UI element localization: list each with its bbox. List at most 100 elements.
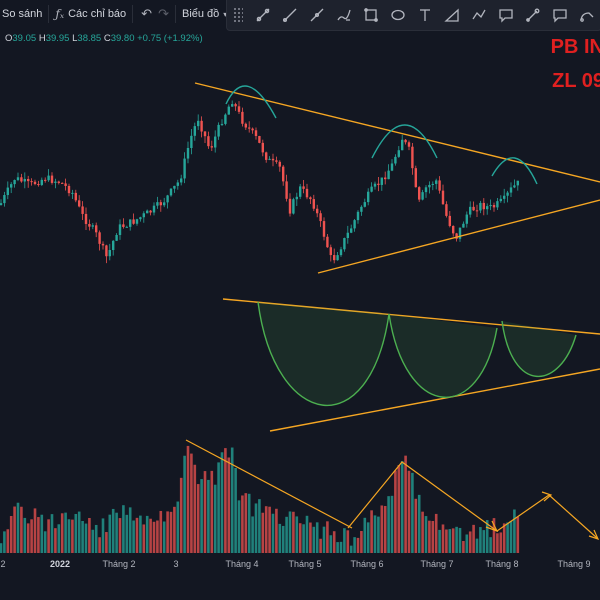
- path-arrow-icon[interactable]: [573, 2, 600, 28]
- candle-body: [333, 255, 336, 261]
- volume-bar: [173, 506, 176, 553]
- note-icon[interactable]: [546, 2, 573, 28]
- volume-bar: [3, 531, 6, 553]
- candle-body: [37, 184, 40, 186]
- candle-body: [475, 210, 479, 212]
- candle-body: [268, 158, 271, 160]
- volume-bar: [499, 532, 503, 553]
- ray-icon[interactable]: [303, 2, 330, 28]
- head-arc-middle[interactable]: [371, 124, 438, 159]
- candle-body: [370, 186, 373, 192]
- cups-upper-trendline[interactable]: [222, 298, 600, 335]
- indicators-button[interactable]: ƒₓ Các chỉ báo: [49, 0, 132, 28]
- volume-arrowhead-2[interactable]: [588, 529, 600, 540]
- x-axis-label: 2: [0, 559, 6, 569]
- volume-bar: [16, 502, 20, 553]
- candle-body: [448, 215, 451, 226]
- head-arc-left[interactable]: [225, 85, 277, 119]
- volume-bar: [230, 447, 234, 553]
- candle-body: [492, 205, 496, 208]
- volume-zigzag-arrow[interactable]: [347, 461, 550, 532]
- volume-bar: [387, 496, 390, 553]
- volume-down-trendline[interactable]: [185, 439, 353, 529]
- cup-shape-3[interactable]: [501, 320, 577, 378]
- volume-bar: [349, 545, 353, 553]
- candle-body: [356, 211, 360, 221]
- time-axis[interactable]: 2 2022 Tháng 2 3 Tháng 4 Tháng 5 Tháng 6…: [0, 554, 600, 574]
- volume-bar: [23, 517, 27, 553]
- volume-bar: [479, 527, 482, 553]
- volume-bar: [20, 506, 23, 553]
- overlay-text-line-1[interactable]: PB IN: [550, 36, 600, 58]
- x-axis-label: Tháng 2: [102, 559, 136, 569]
- volume-bar: [227, 457, 231, 553]
- candle-body: [346, 232, 349, 239]
- volume-bar: [210, 470, 214, 553]
- volume-bar: [200, 479, 203, 553]
- candle-body: [190, 135, 193, 148]
- compare-button[interactable]: So sánh: [0, 0, 48, 28]
- volume-bar: [264, 506, 268, 553]
- candle-body: [16, 177, 20, 180]
- triangle-upper-trendline[interactable]: [194, 82, 600, 183]
- candle-body: [373, 183, 377, 187]
- volume-bar: [234, 467, 237, 553]
- trend-line-icon[interactable]: [276, 2, 303, 28]
- candle-body: [84, 213, 88, 224]
- cup-shape-2[interactable]: [388, 313, 498, 398]
- volume-bar: [74, 513, 78, 553]
- volume-bar: [343, 528, 346, 553]
- candle-body: [350, 228, 353, 233]
- arrow-marker-icon[interactable]: [519, 2, 546, 28]
- volume-bar: [441, 524, 445, 553]
- candle-body: [57, 181, 60, 183]
- ellipse-icon[interactable]: [384, 2, 411, 28]
- volume-bar: [94, 524, 98, 553]
- candle-body: [20, 177, 23, 182]
- triangle-lower-trendline[interactable]: [317, 199, 600, 274]
- volume-arrowhead-1[interactable]: [541, 491, 553, 502]
- path-icon[interactable]: [438, 2, 465, 28]
- head-arc-right[interactable]: [491, 157, 538, 185]
- candle-body: [438, 180, 441, 191]
- candle-body: [112, 240, 115, 251]
- cup-shape-1[interactable]: [257, 301, 390, 407]
- crosshair-tool-icon[interactable]: [249, 2, 276, 28]
- brush-icon[interactable]: [330, 2, 357, 28]
- volume-bar: [224, 448, 227, 553]
- rectangle-icon[interactable]: [357, 2, 384, 28]
- volume-bar: [203, 471, 207, 553]
- polyline-icon[interactable]: [465, 2, 492, 28]
- volume-bar: [111, 508, 115, 553]
- cups-lower-trendline[interactable]: [269, 368, 600, 432]
- callout-icon[interactable]: [492, 2, 519, 28]
- chart-type-button[interactable]: Biểu đồ ▾: [176, 0, 233, 28]
- overlay-text-line-2[interactable]: ZL 09: [552, 70, 600, 92]
- volume-arrowhead-3[interactable]: [485, 520, 499, 533]
- candle-body: [404, 139, 407, 143]
- volume-bar: [57, 524, 61, 553]
- close-label: C: [103, 33, 111, 44]
- volume-bar: [329, 535, 333, 553]
- x-axis-label: 2022: [49, 559, 71, 569]
- candle-body: [61, 182, 64, 184]
- text-tool-icon[interactable]: [411, 2, 438, 28]
- volume-bar: [448, 529, 452, 553]
- open-value: 39.05: [12, 33, 37, 44]
- volume-bar: [132, 520, 135, 553]
- redo-button[interactable]: ↷: [155, 0, 175, 28]
- volume-bar: [30, 519, 33, 553]
- candle-body: [387, 170, 390, 180]
- candle-body: [30, 181, 33, 183]
- volume-forecast-arrow[interactable]: [548, 494, 598, 539]
- volume-bar: [353, 537, 356, 553]
- volume-bar: [135, 517, 139, 553]
- volume-bar: [261, 512, 265, 553]
- volume-bar: [142, 524, 146, 553]
- volume-bar: [176, 501, 180, 553]
- volume-bar: [275, 508, 278, 553]
- user-drawings[interactable]: [185, 82, 600, 540]
- drag-handle-icon[interactable]: [233, 7, 243, 23]
- undo-button[interactable]: ↶: [133, 0, 155, 28]
